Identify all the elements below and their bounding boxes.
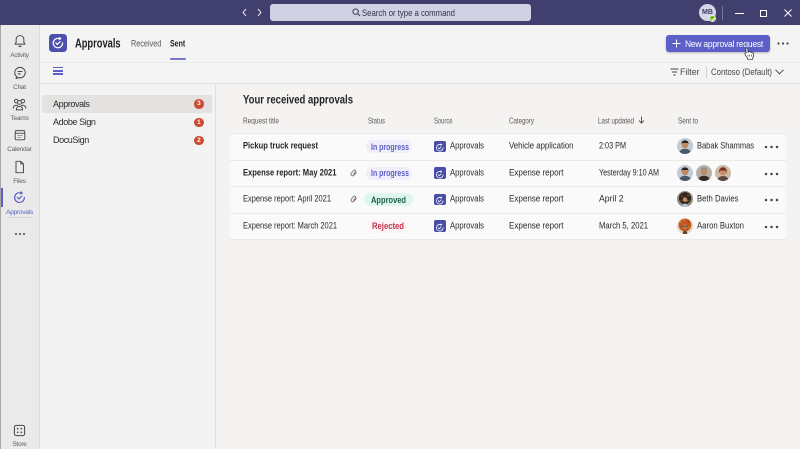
svg-text:Expense report: Expense report xyxy=(509,194,564,204)
svg-text:2:03 PM: 2:03 PM xyxy=(599,141,626,151)
svg-text:Last updated: Last updated xyxy=(598,117,634,126)
svg-text:Your received approvals: Your received approvals xyxy=(243,95,353,107)
svg-text:Rejected: Rejected xyxy=(372,221,404,231)
svg-text:Approvals: Approvals xyxy=(450,220,484,230)
svg-text:Expense report: Expense report xyxy=(509,220,564,230)
svg-text:March 5, 2021: March 5, 2021 xyxy=(599,220,648,230)
svg-text:April 2: April 2 xyxy=(599,194,624,204)
svg-text:Source: Source xyxy=(434,117,453,126)
svg-text:Category: Category xyxy=(509,117,534,126)
svg-text:Yesterday 9:10 AM: Yesterday 9:10 AM xyxy=(599,167,659,177)
svg-text:Expense report: Expense report xyxy=(509,167,564,177)
svg-text:Approvals: Approvals xyxy=(450,194,484,204)
svg-text:Beth Davies: Beth Davies xyxy=(697,194,739,204)
svg-text:Expense report: May 2021: Expense report: May 2021 xyxy=(243,167,337,177)
svg-text:Aaron Buxton: Aaron Buxton xyxy=(697,220,744,230)
svg-text:Sent to: Sent to xyxy=(678,117,698,126)
svg-text:Expense report: April 2021: Expense report: April 2021 xyxy=(243,194,331,204)
svg-text:Approvals: Approvals xyxy=(75,36,121,51)
svg-text:Status: Status xyxy=(368,117,385,126)
svg-text:Approvals: Approvals xyxy=(450,141,484,151)
svg-text:Contoso (Default): Contoso (Default) xyxy=(711,67,772,78)
svg-text:Filter: Filter xyxy=(680,67,700,78)
svg-text:In progress: In progress xyxy=(371,142,409,152)
svg-text:Received: Received xyxy=(131,39,161,50)
svg-text:Request title: Request title xyxy=(243,117,279,126)
svg-text:Vehicle application: Vehicle application xyxy=(509,141,574,151)
svg-text:In progress: In progress xyxy=(371,168,409,178)
svg-text:Approvals: Approvals xyxy=(450,167,484,177)
svg-text:Pickup truck request: Pickup truck request xyxy=(243,141,318,151)
svg-text:Expense report: March 2021: Expense report: March 2021 xyxy=(243,220,337,230)
svg-text:Babak Shammas: Babak Shammas xyxy=(697,141,754,151)
svg-text:Approved: Approved xyxy=(371,195,406,205)
svg-text:Search or type a command: Search or type a command xyxy=(362,8,455,18)
svg-text:Sent: Sent xyxy=(170,38,186,49)
svg-text:New approval request: New approval request xyxy=(685,39,764,50)
